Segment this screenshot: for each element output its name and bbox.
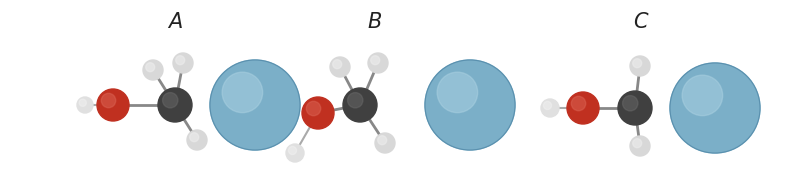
Circle shape <box>368 53 388 73</box>
Circle shape <box>378 136 386 145</box>
Circle shape <box>286 144 304 162</box>
Circle shape <box>302 97 334 129</box>
Circle shape <box>543 101 551 110</box>
Circle shape <box>146 63 154 72</box>
Circle shape <box>347 92 363 108</box>
Circle shape <box>618 91 652 125</box>
Text: B: B <box>368 12 382 32</box>
Circle shape <box>425 60 515 150</box>
Circle shape <box>622 96 638 111</box>
Circle shape <box>333 60 342 69</box>
Text: C: C <box>633 12 647 32</box>
Circle shape <box>343 88 377 122</box>
Circle shape <box>541 99 559 117</box>
Circle shape <box>102 93 116 108</box>
Circle shape <box>375 133 395 153</box>
Circle shape <box>670 63 760 153</box>
Circle shape <box>437 72 478 113</box>
Circle shape <box>630 56 650 76</box>
Circle shape <box>682 75 722 116</box>
Circle shape <box>370 56 380 65</box>
Circle shape <box>630 136 650 156</box>
Circle shape <box>567 92 599 124</box>
Circle shape <box>77 97 93 113</box>
Circle shape <box>222 72 262 113</box>
Circle shape <box>190 133 198 142</box>
Text: A: A <box>168 12 182 32</box>
Circle shape <box>173 53 193 73</box>
Circle shape <box>289 147 297 154</box>
Circle shape <box>176 56 185 65</box>
Circle shape <box>330 57 350 77</box>
Circle shape <box>97 89 129 121</box>
Circle shape <box>210 60 300 150</box>
Circle shape <box>633 59 642 68</box>
Circle shape <box>162 92 178 108</box>
Circle shape <box>306 101 321 116</box>
Circle shape <box>633 139 642 148</box>
Circle shape <box>143 60 163 80</box>
Circle shape <box>571 96 586 111</box>
Circle shape <box>187 130 207 150</box>
Circle shape <box>158 88 192 122</box>
Circle shape <box>79 99 86 106</box>
